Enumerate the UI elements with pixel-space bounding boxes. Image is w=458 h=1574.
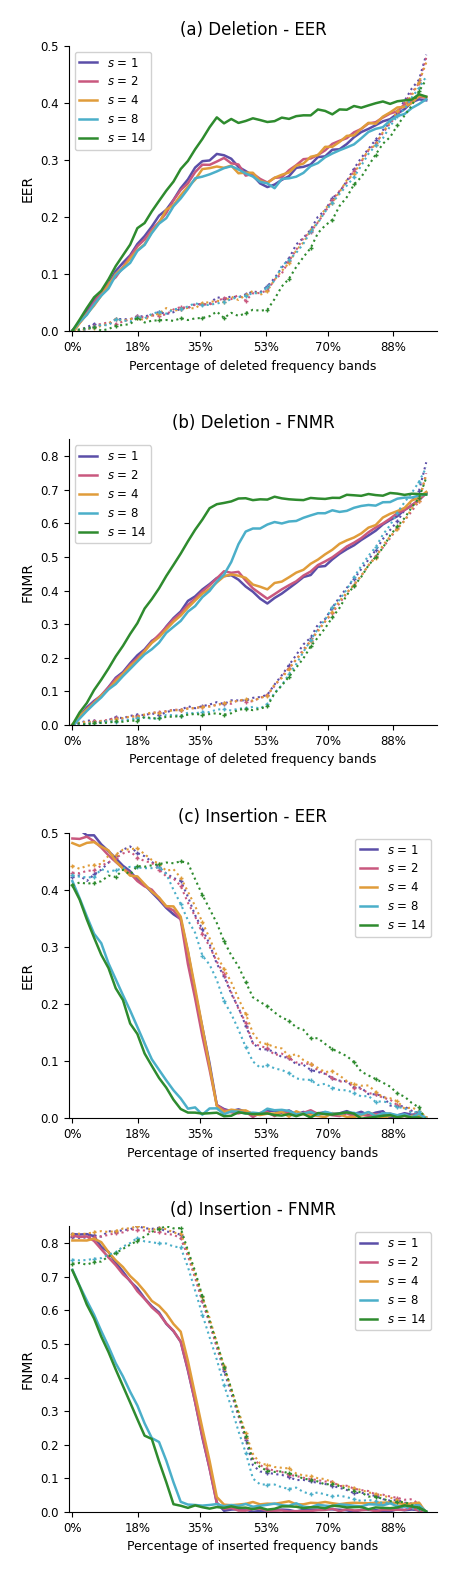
Legend: $s$ = 1, $s$ = 2, $s$ = 4, $s$ = 8, $s$ = 14: $s$ = 1, $s$ = 2, $s$ = 4, $s$ = 8, $s$ …: [355, 839, 431, 937]
Title: (d) Insertion - FNMR: (d) Insertion - FNMR: [170, 1201, 336, 1220]
X-axis label: Percentage of inserted frequency bands: Percentage of inserted frequency bands: [127, 1147, 378, 1160]
Title: (a) Deletion - EER: (a) Deletion - EER: [180, 20, 327, 39]
Y-axis label: EER: EER: [21, 962, 35, 988]
Y-axis label: FNMR: FNMR: [21, 1349, 35, 1390]
Y-axis label: EER: EER: [21, 175, 35, 201]
Y-axis label: FNMR: FNMR: [21, 562, 35, 603]
Legend: $s$ = 1, $s$ = 2, $s$ = 4, $s$ = 8, $s$ = 14: $s$ = 1, $s$ = 2, $s$ = 4, $s$ = 8, $s$ …: [75, 52, 151, 150]
Title: (b) Deletion - FNMR: (b) Deletion - FNMR: [172, 414, 334, 433]
X-axis label: Percentage of deleted frequency bands: Percentage of deleted frequency bands: [129, 360, 376, 373]
Title: (c) Insertion - EER: (c) Insertion - EER: [179, 807, 327, 826]
Legend: $s$ = 1, $s$ = 2, $s$ = 4, $s$ = 8, $s$ = 14: $s$ = 1, $s$ = 2, $s$ = 4, $s$ = 8, $s$ …: [355, 1232, 431, 1330]
X-axis label: Percentage of deleted frequency bands: Percentage of deleted frequency bands: [129, 754, 376, 767]
Legend: $s$ = 1, $s$ = 2, $s$ = 4, $s$ = 8, $s$ = 14: $s$ = 1, $s$ = 2, $s$ = 4, $s$ = 8, $s$ …: [75, 445, 151, 543]
X-axis label: Percentage of inserted frequency bands: Percentage of inserted frequency bands: [127, 1541, 378, 1554]
